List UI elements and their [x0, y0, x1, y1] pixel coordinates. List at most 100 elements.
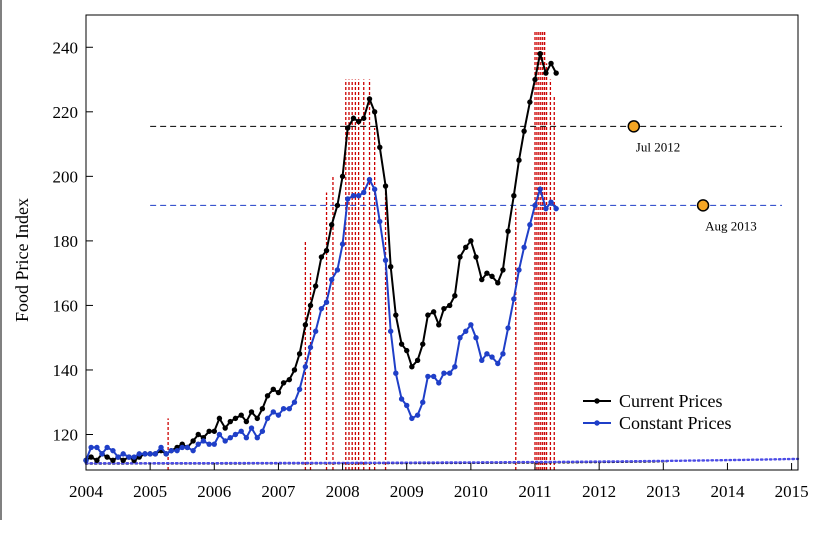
constant-prices-point-41	[302, 364, 309, 370]
y-tick-label-240: 240	[53, 38, 79, 57]
constant-prices-point-6	[115, 454, 121, 460]
plot-frame	[85, 14, 799, 471]
constant-prices-point-81	[516, 267, 522, 273]
current-prices-point-70	[457, 254, 463, 260]
constant-prices-point-61	[409, 415, 415, 422]
riot-markers	[167, 31, 555, 470]
jul-2012-label: Jul 2012	[636, 139, 680, 154]
aug-2013-label: Aug 2013	[705, 218, 757, 233]
current-prices-point-51	[355, 118, 362, 125]
constant-prices-point-73	[473, 334, 479, 341]
current-prices-point-26	[222, 425, 228, 431]
constant-prices-point-71	[463, 328, 469, 334]
x-tick-label-2006: 2006	[197, 482, 231, 501]
constant-prices-point-10	[136, 451, 142, 457]
y-tick-label-200: 200	[53, 167, 79, 186]
constant-prices-point-36	[275, 412, 282, 418]
current-prices-point-52	[361, 115, 367, 121]
current-prices-point-59	[398, 341, 405, 347]
constant-prices-point-84	[532, 202, 538, 209]
constant-prices-point-62	[414, 412, 421, 418]
constant-prices-point-45	[323, 299, 330, 305]
legend-current-label: Current Prices	[619, 391, 722, 411]
constant-prices-point-14	[158, 444, 164, 451]
current-prices-point-34	[264, 393, 271, 399]
current-prices-point-43	[312, 283, 319, 289]
y-tick-label-120: 120	[53, 426, 79, 445]
price-series	[83, 51, 559, 464]
current-prices-point-23	[206, 428, 212, 434]
current-prices-point-87	[548, 60, 554, 67]
constant-prices-point-85	[537, 186, 543, 192]
constant-prices-point-56	[382, 257, 389, 263]
current-prices-point-39	[291, 367, 298, 373]
constant-prices-point-78	[500, 351, 506, 357]
constant-prices-point-17	[174, 447, 180, 454]
current-prices-point-29	[238, 412, 244, 418]
y-tick-label-160: 160	[53, 296, 79, 315]
current-prices-point-41	[302, 322, 309, 328]
current-prices-point-38	[286, 376, 293, 383]
current-prices-point-31	[248, 409, 255, 415]
current-prices-point-42	[307, 302, 314, 309]
constant-prices-point-52	[361, 189, 367, 196]
current-prices-point-37	[280, 380, 287, 386]
constant-prices-point-51	[355, 193, 362, 199]
constant-prices-point-33	[259, 428, 266, 434]
constant-prices-point-76	[489, 354, 495, 360]
constant-prices-point-27	[227, 435, 234, 441]
current-prices-point-79	[505, 228, 511, 234]
current-prices-point-67	[441, 305, 447, 312]
current-prices-point-20	[190, 438, 196, 444]
current-prices-point-28	[232, 415, 239, 422]
threshold-lines	[150, 125, 782, 206]
current-prices-point-73	[473, 254, 479, 260]
current-prices-point-85	[537, 51, 543, 57]
constant-prices-point-37	[280, 405, 287, 412]
constant-prices-point-38	[286, 405, 293, 412]
current-prices-point-80	[511, 193, 517, 199]
current-prices-point-69	[452, 293, 458, 299]
current-prices-point-65	[430, 309, 437, 315]
current-prices-point-7	[120, 457, 126, 464]
current-prices-point-82	[521, 128, 527, 134]
constant-prices-point-35	[270, 409, 277, 415]
constant-prices-point-88	[553, 205, 559, 212]
constant-prices-point-82	[521, 244, 527, 251]
x-tick-label-2004: 2004	[69, 482, 104, 501]
current-prices-point-84	[532, 76, 538, 83]
constant-prices-point-68	[446, 370, 453, 376]
constant-prices-point-75	[484, 351, 490, 357]
constant-prices-point-2	[94, 444, 100, 451]
legend-constant-label: Constant Prices	[619, 413, 732, 433]
constant-prices-point-22	[200, 438, 207, 444]
x-tick-label-2012: 2012	[582, 482, 616, 501]
current-prices-point-54	[371, 109, 378, 115]
constant-prices-point-79	[505, 325, 511, 331]
constant-prices-point-50	[350, 193, 357, 199]
constant-prices-point-19	[184, 444, 191, 451]
x-tick-label-2011: 2011	[518, 482, 551, 501]
y-axis: 120 140 160 180 200 220 240	[53, 38, 93, 445]
current-prices-point-86	[543, 70, 549, 76]
x-tick-label-2008: 2008	[326, 482, 360, 501]
constant-prices-point-23	[206, 441, 212, 447]
constant-prices-point-1	[88, 444, 94, 451]
constant-prices-point-30	[243, 435, 250, 441]
constant-prices-point-25	[216, 431, 223, 438]
constant-prices-point-60	[404, 402, 410, 409]
constant-prices-point-8	[126, 454, 132, 460]
current-prices-point-4	[104, 454, 110, 460]
constant-prices-point-40	[296, 386, 303, 393]
current-prices-point-21	[195, 431, 201, 438]
constant-prices-point-70	[457, 334, 463, 341]
crossing-markers: Jul 2012 Aug 2013	[627, 120, 757, 233]
current-prices-point-56	[382, 183, 389, 189]
constant-prices-point-5	[110, 447, 116, 454]
constant-prices-point-42	[307, 344, 314, 351]
constant-prices-point-18	[179, 444, 185, 451]
constant-prices-point-43	[312, 328, 319, 334]
current-prices-point-61	[409, 364, 415, 370]
current-prices-point-57	[387, 264, 394, 270]
